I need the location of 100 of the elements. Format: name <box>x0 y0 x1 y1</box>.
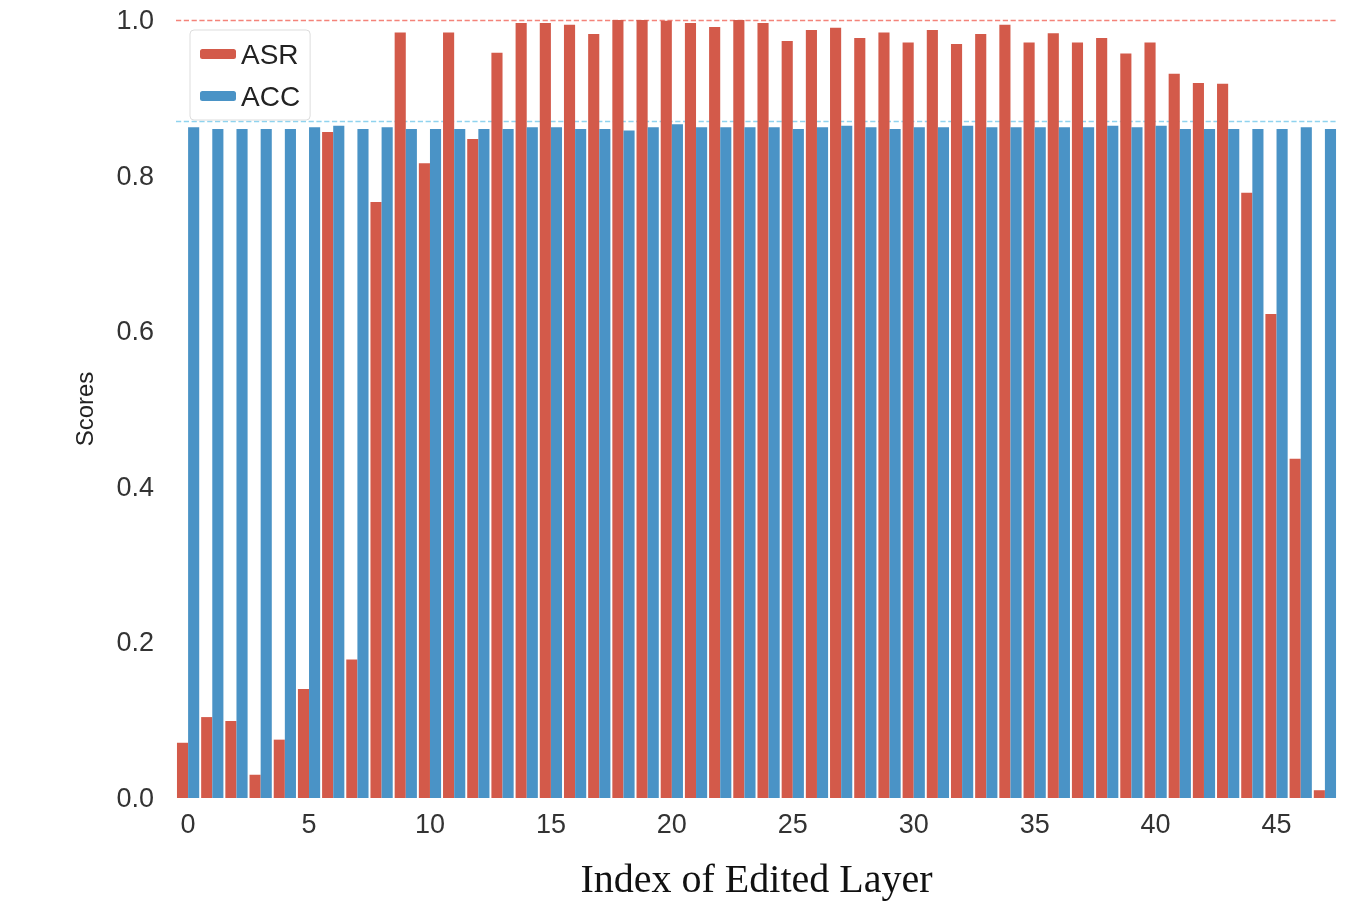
bar <box>816 127 829 798</box>
bar <box>1228 128 1240 798</box>
bar <box>696 127 708 798</box>
bar <box>1144 42 1156 798</box>
bar <box>1217 83 1229 798</box>
bar <box>1034 127 1046 798</box>
bar <box>647 127 659 798</box>
bar <box>1071 42 1084 798</box>
bar <box>1252 128 1264 798</box>
y-tick-label: 1.0 <box>116 5 154 35</box>
bar <box>671 124 683 798</box>
bar <box>467 139 479 798</box>
bar <box>841 125 853 798</box>
bar <box>502 128 514 798</box>
bar <box>950 44 963 798</box>
x-axis-title: Index of Edited Layer <box>580 855 933 901</box>
bar <box>1241 192 1253 798</box>
x-tick-label: 30 <box>898 808 929 839</box>
bar <box>744 127 756 798</box>
bar <box>986 127 998 798</box>
bar <box>309 127 321 798</box>
bar <box>913 127 925 798</box>
bar <box>491 52 503 798</box>
bar <box>720 127 732 798</box>
bar <box>623 130 635 798</box>
bar <box>1324 128 1337 798</box>
bar <box>889 128 901 798</box>
bar <box>201 717 213 798</box>
bar <box>830 27 842 798</box>
bar <box>357 128 369 798</box>
bar <box>926 30 938 798</box>
x-tick-label: 5 <box>301 808 317 839</box>
bar <box>405 128 417 798</box>
bar <box>260 128 272 798</box>
bar <box>768 127 780 798</box>
bar <box>684 23 697 798</box>
bar <box>418 163 430 798</box>
bar <box>381 127 393 798</box>
bar <box>1083 127 1095 798</box>
bar <box>1203 128 1216 798</box>
bar <box>902 42 914 798</box>
bar <box>550 127 563 798</box>
bar <box>297 689 310 798</box>
y-tick-label: 0.4 <box>116 471 154 502</box>
bar <box>370 202 382 798</box>
y-tick-label: 0.0 <box>116 783 154 813</box>
x-tick-label: 10 <box>414 808 445 839</box>
bar <box>878 32 890 798</box>
x-tick-label: 0 <box>180 808 196 839</box>
bar <box>1289 458 1301 798</box>
bar <box>443 32 455 798</box>
bar <box>962 125 974 798</box>
bar <box>1168 73 1180 798</box>
x-tick-label: 25 <box>777 808 808 839</box>
bar <box>539 23 551 798</box>
bar <box>599 128 611 798</box>
y-tick-label: 0.6 <box>116 316 154 347</box>
legend-label: ACC <box>241 80 301 112</box>
bar <box>478 128 490 798</box>
y-axis-title: Scores <box>70 371 98 447</box>
bar <box>1276 128 1288 798</box>
bar <box>781 41 793 798</box>
bar <box>709 27 721 798</box>
x-tick-label: 45 <box>1261 808 1292 839</box>
bar <box>212 128 224 798</box>
bar <box>1155 125 1167 798</box>
bar <box>429 128 442 798</box>
legend-label: ASR <box>241 38 299 70</box>
bar <box>1010 127 1022 798</box>
bar <box>346 659 358 798</box>
bar <box>1300 127 1312 798</box>
bar <box>1313 790 1325 798</box>
x-tick-label: 40 <box>1140 808 1171 839</box>
bar <box>660 20 672 798</box>
bar <box>1058 127 1070 798</box>
bar <box>394 32 406 798</box>
bar <box>937 127 950 798</box>
bar <box>188 127 200 798</box>
bar <box>176 742 189 798</box>
bar <box>454 128 466 798</box>
x-tick-label: 35 <box>1019 808 1050 839</box>
bar <box>236 128 248 798</box>
bar <box>805 30 817 798</box>
bar <box>975 34 987 798</box>
bar <box>636 20 648 798</box>
bar <box>865 127 877 798</box>
bar <box>526 127 538 798</box>
bar <box>284 128 296 798</box>
bar <box>563 24 576 798</box>
bar <box>1107 125 1119 798</box>
bar <box>1047 33 1059 798</box>
bar <box>333 125 345 798</box>
bar <box>733 20 745 798</box>
bar <box>792 128 804 798</box>
y-tick-label: 0.2 <box>116 627 154 658</box>
bar <box>757 23 769 798</box>
bar <box>225 720 237 798</box>
bar <box>1131 127 1143 798</box>
bar <box>612 20 624 798</box>
bar <box>588 34 600 798</box>
